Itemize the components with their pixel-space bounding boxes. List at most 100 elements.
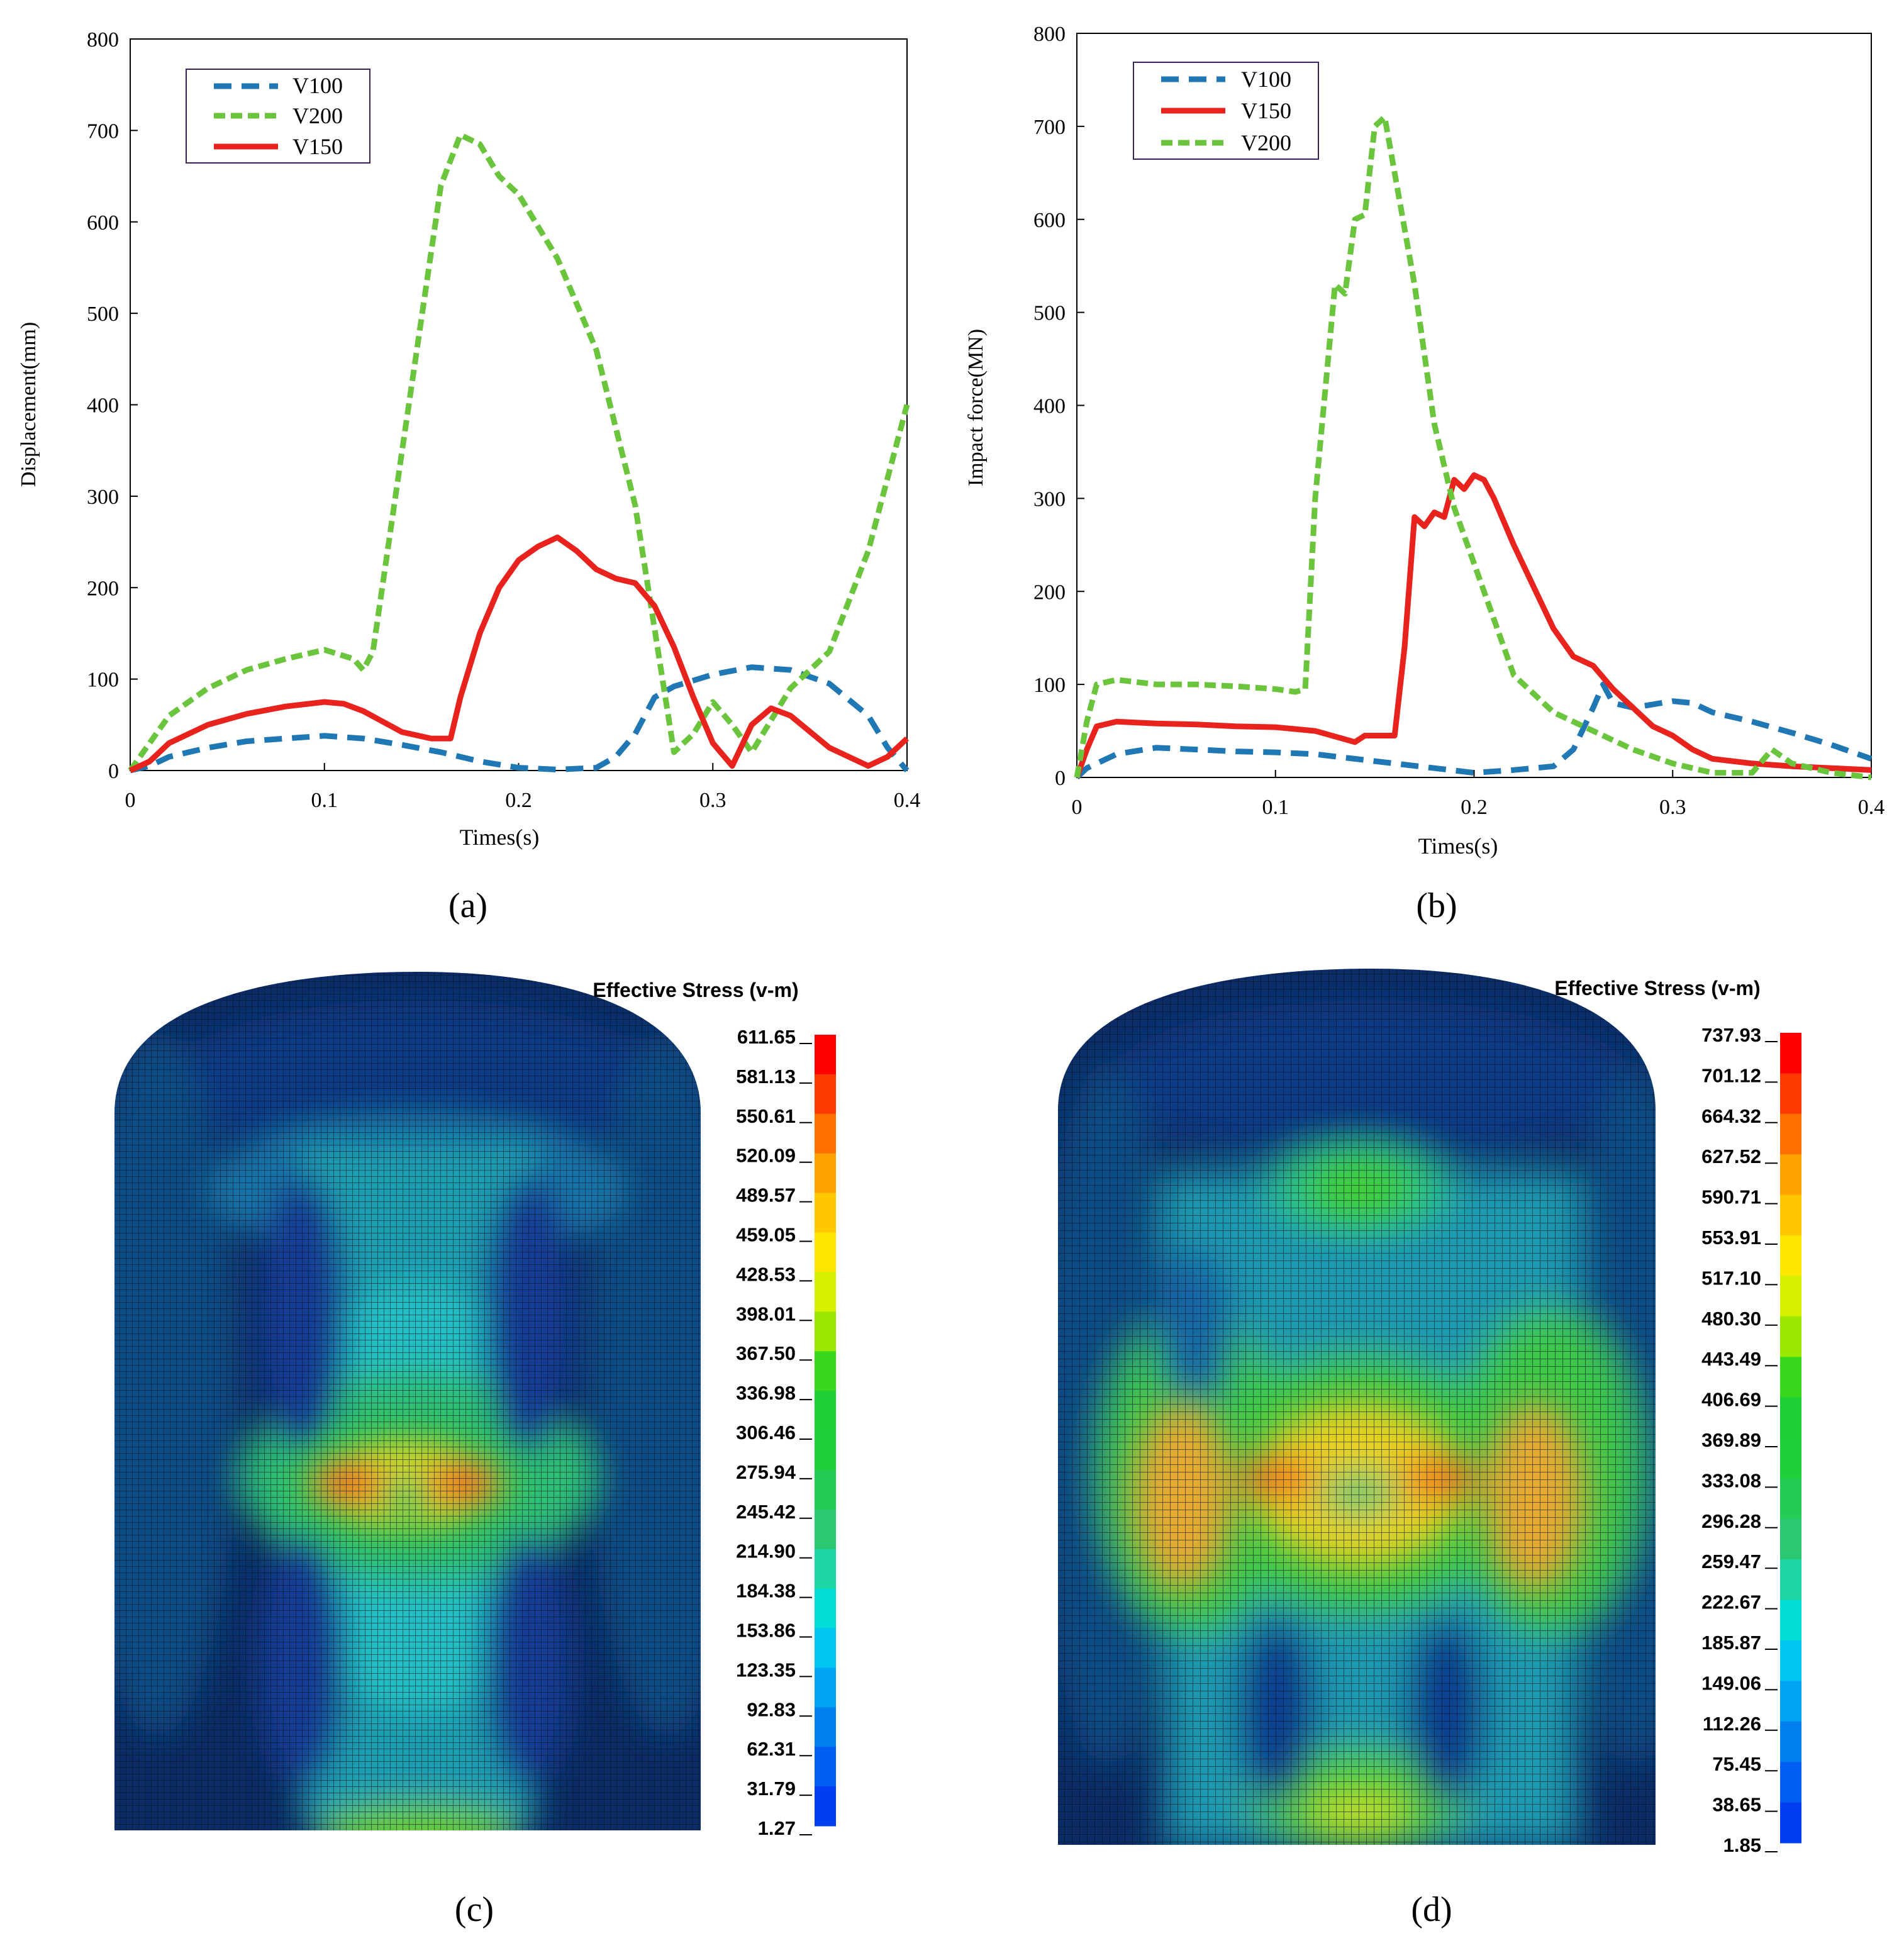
colorbar-segment [1780, 1397, 1801, 1439]
colorbar-label: 367.50 [736, 1342, 796, 1364]
colorbar-label: 75.45 [1712, 1753, 1761, 1775]
legend-label-v150: V150 [1241, 98, 1291, 123]
colorbar-label: 581.13 [736, 1066, 796, 1088]
colorbar-segment [1780, 1316, 1801, 1357]
colorbar-segment [1780, 1600, 1801, 1641]
x-tick-label: 0.1 [1262, 796, 1289, 819]
y-tick-label: 400 [87, 394, 119, 418]
colorbar-segment [815, 1193, 836, 1233]
series-line-v100 [129, 664, 910, 774]
colorbar-label: 92.83 [747, 1698, 796, 1720]
colorbar-segment [815, 1113, 836, 1154]
colorbar-label: 459.05 [736, 1224, 796, 1246]
y-axis-label: Impact force(MN) [964, 329, 988, 486]
x-tick-label: 0.4 [894, 789, 921, 812]
legend-label-v150: V150 [292, 134, 343, 159]
colorbar-label: 489.57 [736, 1184, 796, 1206]
colorbar-label: 31.79 [747, 1778, 796, 1800]
colorbar-label: 590.71 [1701, 1186, 1761, 1208]
series-line-v200 [1074, 114, 1872, 781]
x-tick-label: 0.4 [1858, 796, 1885, 819]
colorbar-segment [815, 1074, 836, 1115]
y-tick-label: 300 [1033, 487, 1066, 511]
colorbar-segment [815, 1588, 836, 1628]
colorbar-label: 336.98 [736, 1382, 796, 1404]
tank-mesh [114, 972, 701, 1830]
y-tick-label: 700 [1033, 116, 1066, 139]
colorbar-label: 185.87 [1701, 1632, 1761, 1654]
colorbar-label: 1.27 [758, 1817, 796, 1839]
x-tick-label: 0.3 [699, 789, 727, 812]
colorbar-segment [1780, 1640, 1801, 1681]
colorbar-title: Effective Stress (v-m) [1554, 977, 1760, 999]
colorbar-segment [815, 1232, 836, 1272]
y-tick-label: 600 [87, 211, 119, 235]
colorbar-segment [1780, 1478, 1801, 1520]
stress-contour-d: Effective Stress (v-m) 737.93 701.12 664.3… [1058, 969, 1801, 1929]
colorbar-label: 520.09 [736, 1145, 796, 1167]
y-tick-label: 800 [87, 28, 119, 52]
colorbar-segment [815, 1707, 836, 1747]
colorbar-label: 1.85 [1723, 1834, 1761, 1856]
panel-label-b: (b) [1416, 886, 1457, 925]
colorbar-label: 611.65 [737, 1026, 796, 1048]
x-tick-label: 0.2 [1461, 796, 1488, 819]
colorbar-label: 428.53 [736, 1263, 796, 1285]
series-line-v100 [1074, 681, 1873, 780]
colorbar-label: 664.32 [1701, 1105, 1761, 1127]
legend-label-v200: V200 [292, 103, 343, 128]
y-tick-label: 700 [87, 120, 119, 143]
colorbar-segment [1780, 1681, 1801, 1722]
series-group [128, 132, 910, 774]
colorbar-segment [815, 1035, 836, 1075]
y-tick-label: 400 [1033, 395, 1066, 418]
colorbar-segment [1780, 1113, 1801, 1155]
series-line-v200 [128, 132, 910, 772]
colorbar-segment [1780, 1357, 1801, 1398]
y-tick-label: 500 [87, 303, 119, 326]
y-tick-label: 0 [108, 760, 119, 783]
colorbar-segment [1780, 1276, 1801, 1317]
colorbar-label: 398.01 [736, 1303, 796, 1325]
colorbar-segment [815, 1786, 836, 1827]
colorbar-label: 275.94 [736, 1461, 796, 1483]
colorbar-segment [815, 1747, 836, 1787]
colorbar-label: 153.86 [736, 1620, 796, 1642]
colorbar-label: 245.42 [736, 1501, 796, 1523]
colorbar-segment [815, 1391, 836, 1431]
x-axis-label: Times(s) [1418, 833, 1498, 859]
colorbar-segment [1780, 1762, 1801, 1803]
colorbar-label: 149.06 [1701, 1672, 1761, 1694]
colorbar: 611.65 581.13 550.61 520.09 489.57 459.05 428.… [736, 1026, 836, 1839]
colorbar-label: 306.46 [736, 1422, 796, 1444]
colorbar-segment [815, 1509, 836, 1550]
x-axis-label: Times(s) [460, 825, 540, 850]
y-tick-label: 200 [1033, 581, 1066, 604]
colorbar-label: 517.10 [1701, 1267, 1761, 1289]
panel-label-a: (a) [448, 886, 487, 925]
legend-label-v200: V200 [1241, 130, 1291, 155]
series-group [1074, 114, 1873, 781]
colorbar-label: 550.61 [736, 1105, 796, 1127]
colorbar-label: 737.93 [1701, 1024, 1761, 1046]
colorbar-label: 701.12 [1701, 1064, 1761, 1086]
stress-contour-c: Effective Stress (v-m) 611.65 581.13 550.6… [114, 972, 836, 1929]
x-tick-label: 0.1 [311, 789, 338, 812]
y-tick-label: 0 [1055, 767, 1066, 790]
colorbar-label: 443.49 [1701, 1348, 1761, 1370]
colorbar-label: 123.35 [736, 1659, 796, 1681]
colorbar-label: 406.69 [1701, 1389, 1761, 1411]
x-axis: 0 0.1 0.2 0.3 0.4 [125, 763, 921, 812]
y-tick-label: 500 [1033, 302, 1066, 325]
colorbar-segment [815, 1351, 836, 1391]
colorbar-segment [1780, 1154, 1801, 1196]
x-tick-label: 0.3 [1659, 796, 1686, 819]
colorbar-label: 38.65 [1712, 1794, 1761, 1816]
colorbar-segment [1780, 1721, 1801, 1762]
y-tick-label: 100 [1033, 674, 1066, 697]
colorbar-label: 214.90 [736, 1540, 796, 1562]
colorbar-label: 333.08 [1701, 1469, 1761, 1491]
colorbar-label: 112.26 [1703, 1713, 1761, 1735]
legend-label-v100: V100 [1241, 67, 1291, 92]
